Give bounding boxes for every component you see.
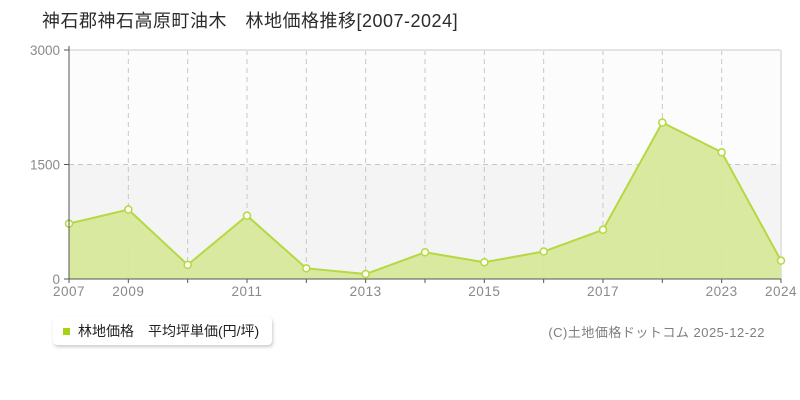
data-point-marker — [242, 211, 252, 220]
data-point-marker — [658, 118, 667, 127]
data-point-marker — [598, 225, 608, 235]
x-tick-label: 2009 — [112, 284, 144, 299]
x-tick-label: 2015 — [468, 284, 500, 299]
area-fill — [69, 122, 781, 280]
x-tick-label: 2007 — [53, 284, 85, 299]
y-tick-label: 0 — [52, 272, 60, 287]
y-tick-label: 1500 — [30, 158, 60, 173]
x-tick-label: 2023 — [706, 284, 738, 299]
legend-marker-icon — [63, 327, 70, 335]
data-point-marker — [124, 205, 133, 214]
x-tick-label: 2013 — [350, 284, 382, 299]
data-point-marker — [361, 269, 370, 279]
data-point-marker — [480, 257, 489, 267]
data-point-marker — [776, 256, 786, 265]
x-tick-label: 2017 — [587, 284, 619, 299]
data-point-marker — [302, 264, 311, 273]
x-tick-label: 2024 — [765, 284, 797, 299]
legend-label: 林地価格 平均坪単価(円/坪) — [78, 323, 260, 339]
data-point-marker — [420, 248, 430, 257]
y-tick-label: 3000 — [30, 43, 60, 58]
x-tick-label: 2011 — [231, 284, 262, 299]
chart-title: 神石郡神石高原町油木 林地価格推移[2007-2024] — [42, 11, 459, 31]
legend: 林地価格 平均坪単価(円/坪) — [53, 317, 273, 345]
data-point-marker — [183, 260, 192, 270]
copyright-text: (C)土地価格ドットコム 2025-12-22 — [548, 325, 765, 340]
data-point-marker — [717, 148, 726, 157]
data-point-marker — [539, 247, 548, 256]
